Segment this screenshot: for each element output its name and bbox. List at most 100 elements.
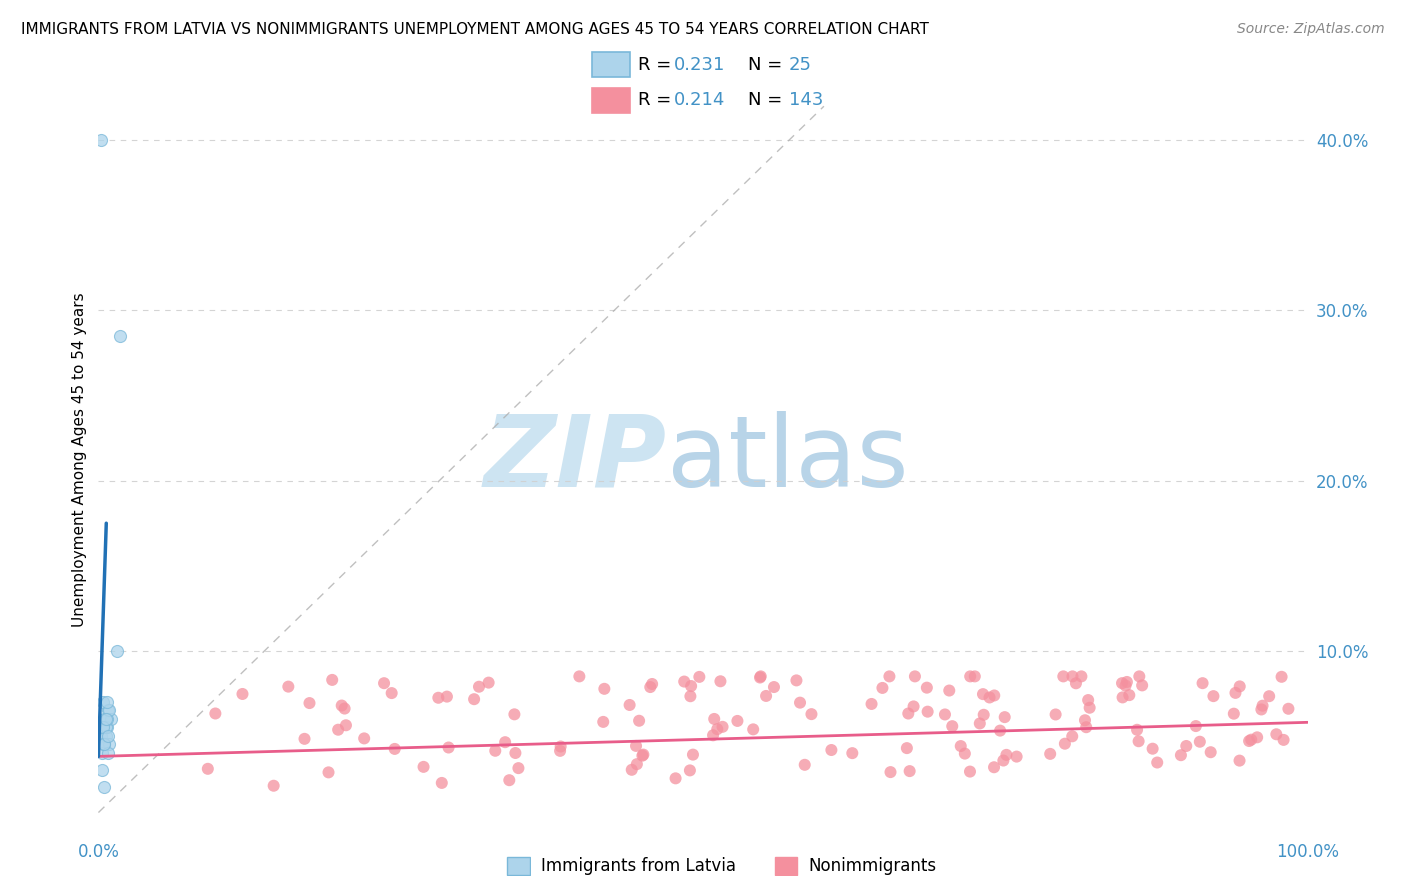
- Point: [463, 692, 485, 706]
- Point: [983, 760, 1005, 774]
- Point: [641, 677, 664, 691]
- Point: [969, 716, 991, 731]
- Point: [1128, 669, 1150, 683]
- Point: [879, 669, 901, 683]
- Point: [626, 757, 648, 772]
- Point: [328, 723, 350, 737]
- Point: [941, 719, 963, 733]
- Text: R =: R =: [638, 91, 678, 109]
- Point: [633, 747, 655, 762]
- Point: [665, 772, 688, 786]
- Point: [1258, 689, 1281, 703]
- Point: [995, 747, 1018, 762]
- Point: [762, 680, 785, 694]
- Point: [384, 742, 406, 756]
- Point: [330, 698, 353, 713]
- Point: [949, 739, 972, 753]
- Text: N =: N =: [748, 55, 787, 74]
- Point: [1240, 732, 1263, 747]
- Point: [702, 728, 724, 742]
- Point: [1053, 737, 1076, 751]
- Point: [592, 714, 614, 729]
- Point: [1111, 690, 1133, 705]
- Point: [1070, 669, 1092, 683]
- Point: [1062, 729, 1084, 743]
- Text: Immigrants from Latvia: Immigrants from Latvia: [541, 857, 737, 875]
- Point: [679, 764, 702, 778]
- Text: Source: ZipAtlas.com: Source: ZipAtlas.com: [1237, 22, 1385, 37]
- Point: [91, 763, 114, 777]
- Point: [681, 679, 703, 693]
- Point: [478, 675, 501, 690]
- Point: [640, 680, 662, 694]
- Point: [1188, 735, 1211, 749]
- Point: [96, 695, 118, 709]
- Point: [97, 703, 120, 717]
- Point: [508, 761, 530, 775]
- Point: [742, 723, 765, 737]
- Point: [628, 714, 651, 728]
- Point: [505, 746, 527, 760]
- Point: [108, 329, 131, 343]
- Point: [96, 721, 118, 735]
- Point: [498, 773, 520, 788]
- Point: [373, 676, 395, 690]
- Text: 143: 143: [789, 91, 824, 109]
- Point: [91, 746, 114, 760]
- Point: [983, 689, 1005, 703]
- Point: [1246, 731, 1268, 745]
- Point: [1191, 676, 1213, 690]
- Point: [973, 707, 995, 722]
- Point: [1277, 702, 1299, 716]
- Point: [1045, 707, 1067, 722]
- Point: [688, 670, 710, 684]
- Point: [872, 681, 894, 695]
- Point: [333, 701, 356, 715]
- Point: [1078, 700, 1101, 714]
- Point: [98, 738, 121, 752]
- Point: [709, 674, 731, 689]
- Text: 0.231: 0.231: [673, 55, 725, 74]
- Point: [97, 729, 120, 743]
- Point: [90, 729, 112, 743]
- Point: [204, 706, 226, 721]
- Point: [994, 710, 1017, 724]
- Text: ZIP: ZIP: [484, 411, 666, 508]
- Point: [917, 705, 939, 719]
- Point: [1111, 676, 1133, 690]
- Point: [427, 690, 450, 705]
- Point: [412, 760, 434, 774]
- Point: [755, 689, 778, 703]
- Point: [1175, 739, 1198, 753]
- Point: [789, 696, 811, 710]
- Text: R =: R =: [638, 55, 678, 74]
- Point: [105, 644, 128, 658]
- Point: [1005, 749, 1028, 764]
- Point: [468, 680, 491, 694]
- Point: [1225, 686, 1247, 700]
- Point: [231, 687, 253, 701]
- Text: Nonimmigrants: Nonimmigrants: [808, 857, 936, 875]
- Point: [963, 669, 986, 683]
- Point: [1115, 675, 1137, 690]
- Point: [1062, 669, 1084, 683]
- FancyBboxPatch shape: [775, 857, 797, 875]
- Point: [904, 669, 927, 683]
- Point: [624, 739, 647, 753]
- Point: [1199, 745, 1222, 759]
- Point: [820, 743, 842, 757]
- Point: [96, 712, 118, 726]
- Point: [568, 669, 591, 683]
- Point: [1064, 676, 1087, 690]
- Point: [938, 683, 960, 698]
- Point: [94, 712, 117, 726]
- Point: [335, 718, 357, 732]
- Point: [785, 673, 807, 688]
- Point: [263, 779, 285, 793]
- FancyBboxPatch shape: [508, 857, 530, 875]
- FancyBboxPatch shape: [592, 87, 630, 112]
- Point: [1146, 756, 1168, 770]
- Point: [934, 707, 956, 722]
- Point: [897, 706, 920, 721]
- Point: [706, 722, 728, 736]
